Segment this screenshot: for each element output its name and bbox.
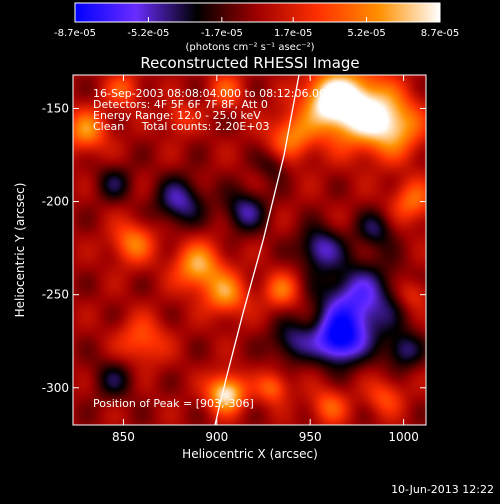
solar-limb-line <box>214 75 300 425</box>
heatmap-image <box>73 75 426 425</box>
colorbar-ticks: -8.7e-05 -5.2e-05 -1.7e-05 1.7e-05 5.2e-05 8.… <box>54 17 459 39</box>
y-axis-ticks: -300 -250 -200 -150 <box>42 102 426 395</box>
y-tick-label: -300 <box>42 381 69 395</box>
colorbar <box>74 2 441 23</box>
colorbar-tick-label: -1.7e-05 <box>201 28 243 39</box>
colorbar-tick-label: -5.2e-05 <box>127 28 169 39</box>
y-tick-label: -200 <box>42 195 69 209</box>
colorbar-tick-label: -8.7e-05 <box>54 28 96 39</box>
x-axis-ticks: 850 900 950 1000 <box>112 75 419 444</box>
annotation-peak-position: Position of Peak = [903,-306] <box>93 397 254 410</box>
annotation-energy-range: Energy Range: 12.0 - 25.0 keV <box>93 109 261 122</box>
colorbar-unit-label: (photons cm⁻² s⁻¹ asec⁻²) <box>185 42 314 53</box>
y-tick-label: -250 <box>42 288 69 302</box>
x-tick-label: 850 <box>112 430 135 444</box>
x-tick-label: 950 <box>299 430 322 444</box>
y-axis-label: Heliocentric Y (arcsec) <box>13 183 27 318</box>
x-tick-label: 1000 <box>388 430 419 444</box>
annotation-clean-counts: Clean Total counts: 2.20E+03 <box>93 120 270 133</box>
y-tick-label: -150 <box>42 102 69 116</box>
x-axis-label: Heliocentric X (arcsec) <box>182 447 318 461</box>
x-tick-label: 900 <box>205 430 228 444</box>
colorbar-tick-label: 5.2e-05 <box>347 28 385 39</box>
annotation-detectors: Detectors: 4F 5F 6F 7F 8F, Att 0 <box>93 98 268 111</box>
colorbar-tick-label: 8.7e-05 <box>421 28 459 39</box>
annotation-time-range: 16-Sep-2003 08:08:04.000 to 08:12:06.000 <box>93 87 333 100</box>
plot-frame <box>72 74 427 426</box>
chart-title: Reconstructed RHESSI Image <box>140 54 359 72</box>
colorbar-tick-label: 1.7e-05 <box>274 28 312 39</box>
timestamp: 10-Jun-2013 12:22 <box>391 483 494 496</box>
